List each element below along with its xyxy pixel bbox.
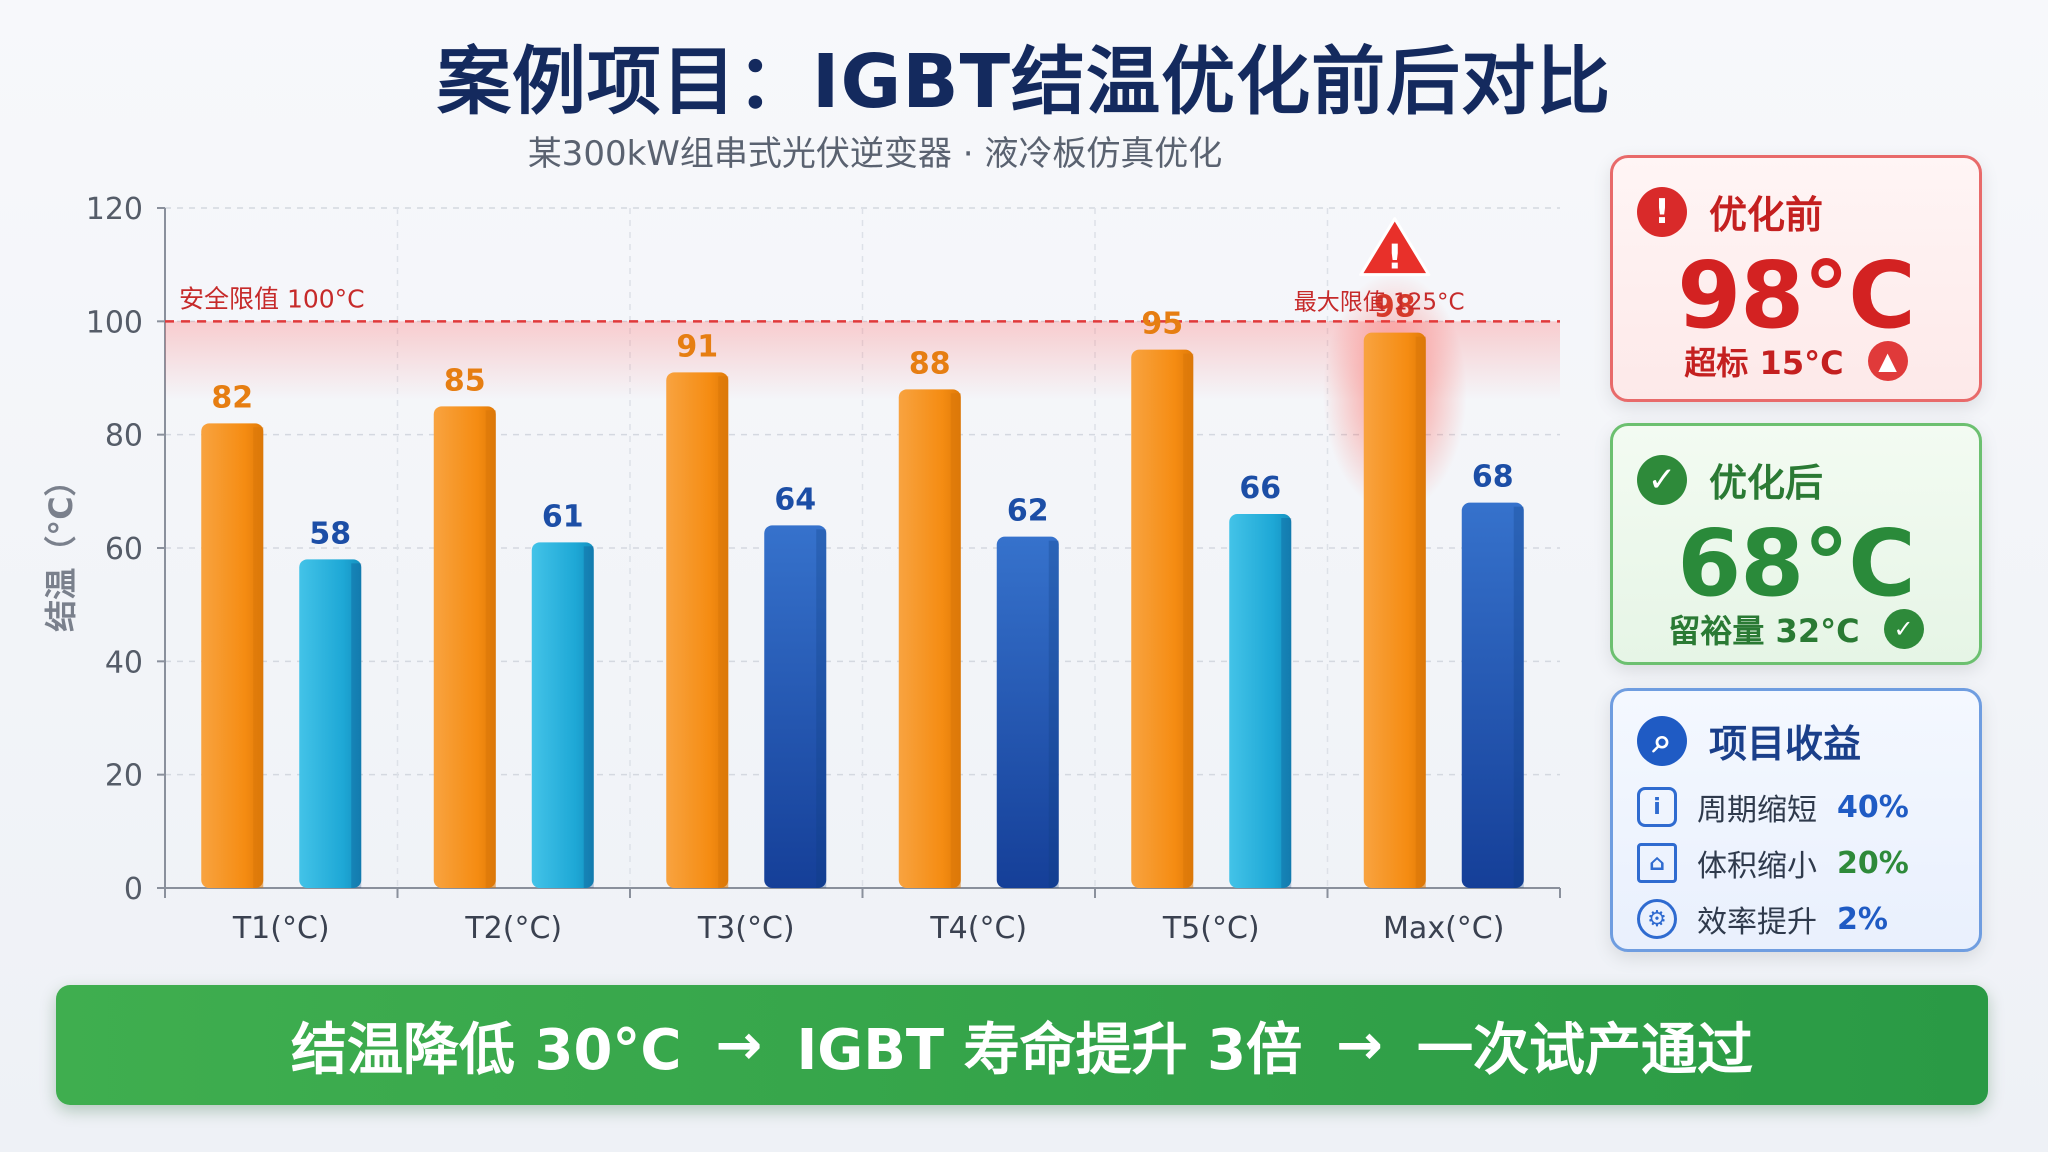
y-tick-label: 20 [105,759,143,794]
y-tick-label: 40 [105,645,143,680]
value-label-before: 85 [444,363,486,398]
bars [201,272,1524,888]
bar-after [996,536,1059,888]
warning-mark: ! [1387,238,1403,278]
banner-part3: 一次试产通过 [1417,1017,1753,1083]
benefit-row-efficiency: ⚙ 效率提升 2% [1637,897,1888,941]
bar-before [1131,349,1194,888]
bar-chart: 0 20 40 60 80 100 120 结温（°C） 安全限值 100°C 82 58 T1(°C… [42,192,1561,946]
y-tick-label: 100 [86,305,143,340]
bar-after-shade [1281,518,1292,888]
before-note: 超标 15°C [1684,344,1844,382]
warning-triangle-shape [1359,217,1431,277]
x-tick-label: T2(°C) [464,911,562,946]
bar-before-shade [1183,353,1194,888]
benefit-title: 项目收益 [1709,722,1862,766]
check-icon: ✓ [1883,609,1924,649]
bar-after-shade [1513,506,1524,888]
search-icon: ⌕ [1637,715,1687,766]
bar-before-shade [950,393,961,888]
benefit-label: 周期缩短 [1697,793,1817,828]
page-subtitle: 某300kW组串式光伏逆变器 · 液冷板仿真优化 [527,134,1223,174]
safety-line-label: 安全限值 100°C [179,284,365,313]
after-value: 68°C [1677,510,1916,617]
bar-after-shade [351,563,362,888]
y-tick-label: 60 [105,532,143,567]
bar-after [1461,502,1524,888]
bar-after [1229,514,1292,888]
x-tick-label: T3(°C) [697,911,795,946]
bar-before-shade [1415,336,1426,888]
grid-lines [157,207,1561,898]
x-tick-label: T1(°C) [232,911,330,946]
benefit-card: ⌕ 项目收益 i 周期缩短 40% ⌂ 体积缩小 20% ⚙ 效率提升 2% [1610,688,1982,952]
value-label-before: 91 [676,329,718,364]
exclamation-icon: ! [1637,186,1687,237]
after-note: 留裕量 32°C [1668,612,1860,650]
after-title: 优化后 [1709,461,1824,505]
check-icon: ✓ [1637,454,1687,505]
value-label-before: 98 [1374,290,1416,325]
value-label-after: 62 [1007,494,1049,529]
benefit-value: 20% [1837,845,1909,881]
value-label-before: 82 [211,380,253,415]
benefit-value: 40% [1837,789,1909,825]
benefit-label: 体积缩小 [1697,849,1817,884]
benefit-row-volume: ⌂ 体积缩小 20% [1637,841,1909,885]
bar-after [531,542,594,888]
benefit-row-cycle: i 周期缩短 40% [1637,785,1909,829]
bar-before [201,423,264,888]
bar-after [764,525,827,888]
bar-before [666,372,729,888]
summary-banner: 结温降低 30°C → IGBT 寿命提升 3倍 → 一次试产通过 [56,985,1988,1105]
bar-after-shade [583,546,594,888]
y-tick-label: 0 [124,872,143,907]
after-card: ✓ 优化后 68°C 留裕量 32°C ✓ [1610,423,1982,665]
labels: 0 20 40 60 80 100 120 结温（°C） 安全限值 100°C 82 58 T1(°C… [42,192,1514,946]
bar-before-shade [485,410,496,888]
arrow-icon: → [1336,1012,1383,1078]
value-label-after: 66 [1239,471,1281,506]
bar-after [299,559,362,888]
bar-after-shade [816,529,827,888]
before-value: 98°C [1677,242,1916,349]
bar-before-shade [253,427,264,888]
heat-alert-icon: ▲ [1867,341,1908,381]
benefit-value: 2% [1837,901,1888,937]
y-tick-label: 80 [105,419,143,454]
x-tick-label: T4(°C) [929,911,1027,946]
bar-after-shade [1048,540,1059,888]
gear-icon: ⚙ [1637,899,1677,939]
y-tick-label: 120 [86,192,143,227]
before-card: ! 优化前 98°C 超标 15°C ▲ [1610,155,1982,402]
x-tick-label: T5(°C) [1162,911,1260,946]
value-label-after: 68 [1472,460,1514,495]
before-title: 优化前 [1709,193,1824,237]
value-label-after: 58 [309,516,351,551]
banner-part1: 结温降低 30°C [290,1017,682,1083]
benefit-label: 效率提升 [1697,905,1817,940]
warning-triangle-icon: ! [1359,217,1431,278]
max-limit-label: 最大限值 125°C [1294,289,1465,315]
house-icon: ⌂ [1637,843,1677,883]
y-axis-label: 结温（°C） [42,464,80,632]
bar-before [1363,332,1426,888]
value-label-before: 95 [1141,307,1183,342]
page-title: 案例项目：IGBT结温优化前后对比 [436,39,1612,125]
x-tick-label: Max(°C) [1383,911,1504,946]
value-label-after: 61 [542,499,584,534]
bar-before [898,389,961,888]
bar-before-shade [718,376,729,888]
info-icon: i [1637,787,1677,827]
value-label-after: 64 [774,482,816,517]
banner-part2: IGBT 寿命提升 3倍 [796,1017,1303,1083]
value-label-before: 88 [909,346,951,381]
bar-before [433,406,496,888]
arrow-icon: → [715,1012,763,1078]
